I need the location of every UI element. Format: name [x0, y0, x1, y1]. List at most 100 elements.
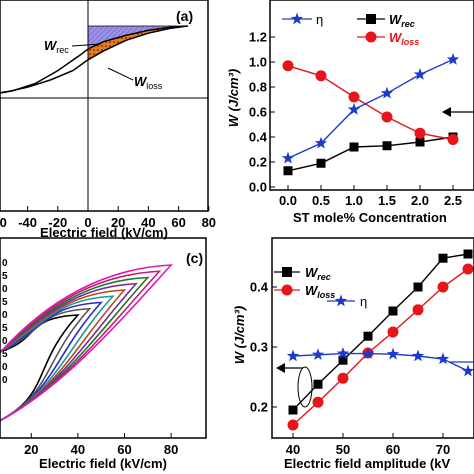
legend-marker-w-rec	[366, 14, 376, 24]
axis-arrow-black	[442, 107, 474, 117]
panel-d-data-point	[361, 347, 375, 359]
panel-d-data-point	[463, 249, 473, 259]
panel-b-data-point	[447, 134, 459, 145]
legend-marker-w-rec	[282, 267, 292, 277]
panel-b-data-point	[382, 141, 392, 151]
panel-d-data-point	[337, 372, 349, 384]
panel-b-data-point	[282, 60, 294, 72]
panel-a-x-tick-label: 0	[84, 215, 91, 230]
panel-d-x-tick-label: 70	[436, 442, 450, 457]
panel-c-legend-label: 0	[2, 375, 8, 386]
panel-b-y-tick-label: 0.8	[249, 80, 267, 95]
panel-a-x-tick-label: 40	[141, 215, 155, 230]
panel-b-data-point	[446, 53, 460, 65]
legend-d: Wrec Wloss η	[274, 265, 367, 309]
panel-d-data-point	[386, 347, 400, 360]
panel-c-x-tick-label: 80	[164, 442, 178, 457]
panel-b-data-point	[283, 166, 293, 176]
panel-d-data-point	[388, 306, 398, 316]
panel-d-data-point	[336, 347, 350, 359]
panel-d-data-point	[462, 263, 474, 275]
panel-d-data-point	[313, 379, 323, 389]
panel-d-x-tick-label: 40	[286, 442, 300, 457]
axis-arrow-black	[276, 363, 313, 408]
legend-w-rec-sub: rec	[317, 272, 331, 282]
panel-d-data-point	[438, 253, 448, 263]
panel-b-data-point	[314, 136, 328, 149]
w-loss-annotation: Wloss	[134, 74, 163, 91]
panel-a-x-tick-label: -60	[0, 215, 7, 230]
panel-c-x-tick-label: 40	[71, 442, 85, 457]
panel-d-data-point	[363, 331, 373, 341]
w-rec-subscript: rec	[56, 45, 69, 55]
panel-d-series-line	[292, 268, 469, 426]
panel-c-legend-label: 5	[2, 297, 8, 308]
panel-b-y-tick-label: 0.0	[249, 180, 267, 195]
plot-frame	[0, 0, 209, 212]
panel-b-data-point	[413, 68, 427, 80]
panel-b-data-point	[315, 70, 327, 82]
w-rec-pointer	[71, 43, 102, 47]
panel-b-y-tick-label: 0.4	[249, 130, 268, 145]
hysteresis-loop	[0, 314, 80, 422]
legend-label-eta: η	[316, 12, 323, 27]
y-axis-label-b: W (J/cm³)	[226, 69, 241, 128]
legend-w-rec-sub: rec	[401, 19, 415, 29]
panel-b-y-tick-label: 1.2	[249, 30, 267, 45]
panel-c: 20 40 60 80 0 5 0 5 0 5 0 5 0 0 (c) Electric field (…	[0, 237, 207, 471]
panel-c-legend-label: 0	[2, 284, 8, 295]
legend-w-loss-sub: loss	[317, 290, 335, 300]
panel-d-data-point	[287, 419, 299, 431]
panel-a-x-tick-label: 20	[111, 215, 125, 230]
panel-c-legend-label: 0	[2, 336, 8, 347]
panel-a-x-tick-label: 80	[202, 215, 216, 230]
panel-a: -60 -40 -20 0 20 40 60 80 (a) Wrec Wloss Electr…	[0, 0, 216, 240]
legend-label-w-loss: Wloss	[389, 30, 419, 47]
panel-d-y-tick-label: 0.4	[250, 280, 269, 295]
legend-marker-eta	[334, 294, 348, 307]
legend-label-w-rec: Wrec	[389, 12, 415, 29]
panel-b-data-point	[281, 151, 295, 164]
panel-d-y-tick-label: 0.2	[250, 400, 268, 415]
w-loss-subscript: loss	[146, 81, 163, 91]
panel-d-x-tick-label: 60	[386, 442, 400, 457]
panel-b-series-line	[287, 136, 454, 172]
panel-b-x-tick-label: 2.5	[444, 193, 462, 208]
x-axis-label-b: ST mole% Concentration	[293, 210, 447, 225]
panel-b-data-point	[414, 127, 426, 139]
legend-marker-w-loss	[281, 284, 293, 296]
panel-b-x-tick-label: 1.0	[345, 193, 363, 208]
panel-b-data-point	[349, 142, 359, 152]
panel-b-x-tick-label: 1.5	[378, 193, 396, 208]
panel-d-data-point	[437, 281, 449, 293]
w-rec-annotation: Wrec	[44, 38, 69, 55]
panel-d-data-point	[286, 349, 300, 362]
panel-c-legend-label: 5	[2, 323, 8, 334]
panel-d-data-point	[412, 304, 424, 316]
panel-c-legend-label: 5	[2, 349, 8, 360]
panel-d-data-point	[338, 355, 348, 365]
plot-frame	[271, 237, 474, 439]
panel-d-data-point	[411, 349, 425, 362]
panel-c-legend-label: 0	[2, 258, 8, 269]
panel-d-x-tick-label: 50	[336, 442, 350, 457]
panel-b-data-point	[381, 111, 393, 123]
x-axis-label-d: Electric field amplitude (kV	[284, 456, 450, 471]
plot-frame	[0, 237, 207, 439]
panel-b-series-line	[287, 65, 454, 141]
legend-marker-eta	[290, 12, 304, 25]
panel-d-data-point	[413, 282, 423, 292]
legend-marker-w-loss	[365, 31, 377, 43]
hysteresis-loop	[0, 301, 104, 422]
panel-d-data-point	[461, 364, 474, 377]
panel-b-data-point	[380, 86, 394, 99]
legend-label-eta: η	[360, 294, 367, 309]
panel-c-legend-label: 5	[2, 271, 8, 282]
hysteresis-loop	[0, 295, 115, 422]
panel-b-series-line	[287, 58, 454, 159]
panel-c-x-tick-label: 60	[117, 442, 131, 457]
panel-d: 40 50 60 70 0.2 0.3 0.4 W (J/cm³) Electric fie…	[232, 237, 474, 471]
hysteresis-loop	[0, 307, 92, 422]
panel-d-data-point	[436, 352, 450, 365]
